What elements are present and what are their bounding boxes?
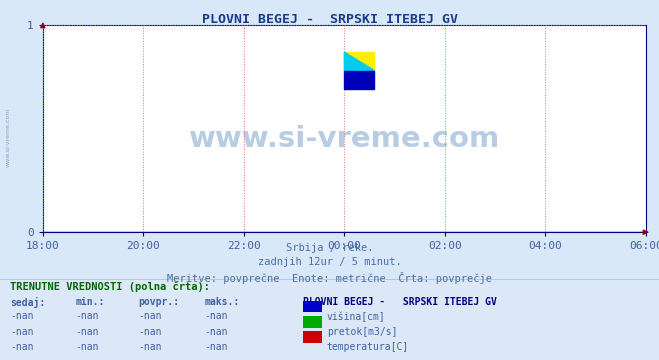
Text: maks.:: maks.: [204,297,239,307]
Polygon shape [344,52,374,71]
Text: povpr.:: povpr.: [138,297,179,307]
Polygon shape [344,52,374,71]
Text: www.si-vreme.com: www.si-vreme.com [5,107,11,167]
Polygon shape [344,71,374,89]
Text: -nan: -nan [76,311,100,321]
Text: www.si-vreme.com: www.si-vreme.com [188,125,500,153]
Text: min.:: min.: [76,297,105,307]
Text: Srbija / reke.: Srbija / reke. [286,243,373,253]
Text: Meritve: povprečne  Enote: metrične  Črta: povprečje: Meritve: povprečne Enote: metrične Črta:… [167,272,492,284]
Text: -nan: -nan [204,327,228,337]
Text: -nan: -nan [138,342,162,352]
Text: PLOVNI BEGEJ -   SRPSKI ITEBEJ GV: PLOVNI BEGEJ - SRPSKI ITEBEJ GV [303,297,497,307]
Text: -nan: -nan [204,342,228,352]
Text: -nan: -nan [10,311,34,321]
Text: -nan: -nan [10,342,34,352]
Text: -nan: -nan [138,327,162,337]
Text: temperatura[C]: temperatura[C] [327,342,409,352]
Text: TRENUTNE VREDNOSTI (polna črta):: TRENUTNE VREDNOSTI (polna črta): [10,282,210,292]
Text: sedaj:: sedaj: [10,297,45,308]
Text: zadnjih 12ur / 5 minut.: zadnjih 12ur / 5 minut. [258,257,401,267]
Text: pretok[m3/s]: pretok[m3/s] [327,327,397,337]
Text: PLOVNI BEGEJ -  SRPSKI ITEBEJ GV: PLOVNI BEGEJ - SRPSKI ITEBEJ GV [202,13,457,26]
Text: višina[cm]: višina[cm] [327,311,386,322]
Text: -nan: -nan [76,342,100,352]
Text: -nan: -nan [10,327,34,337]
Text: -nan: -nan [138,311,162,321]
Text: -nan: -nan [76,327,100,337]
Text: -nan: -nan [204,311,228,321]
